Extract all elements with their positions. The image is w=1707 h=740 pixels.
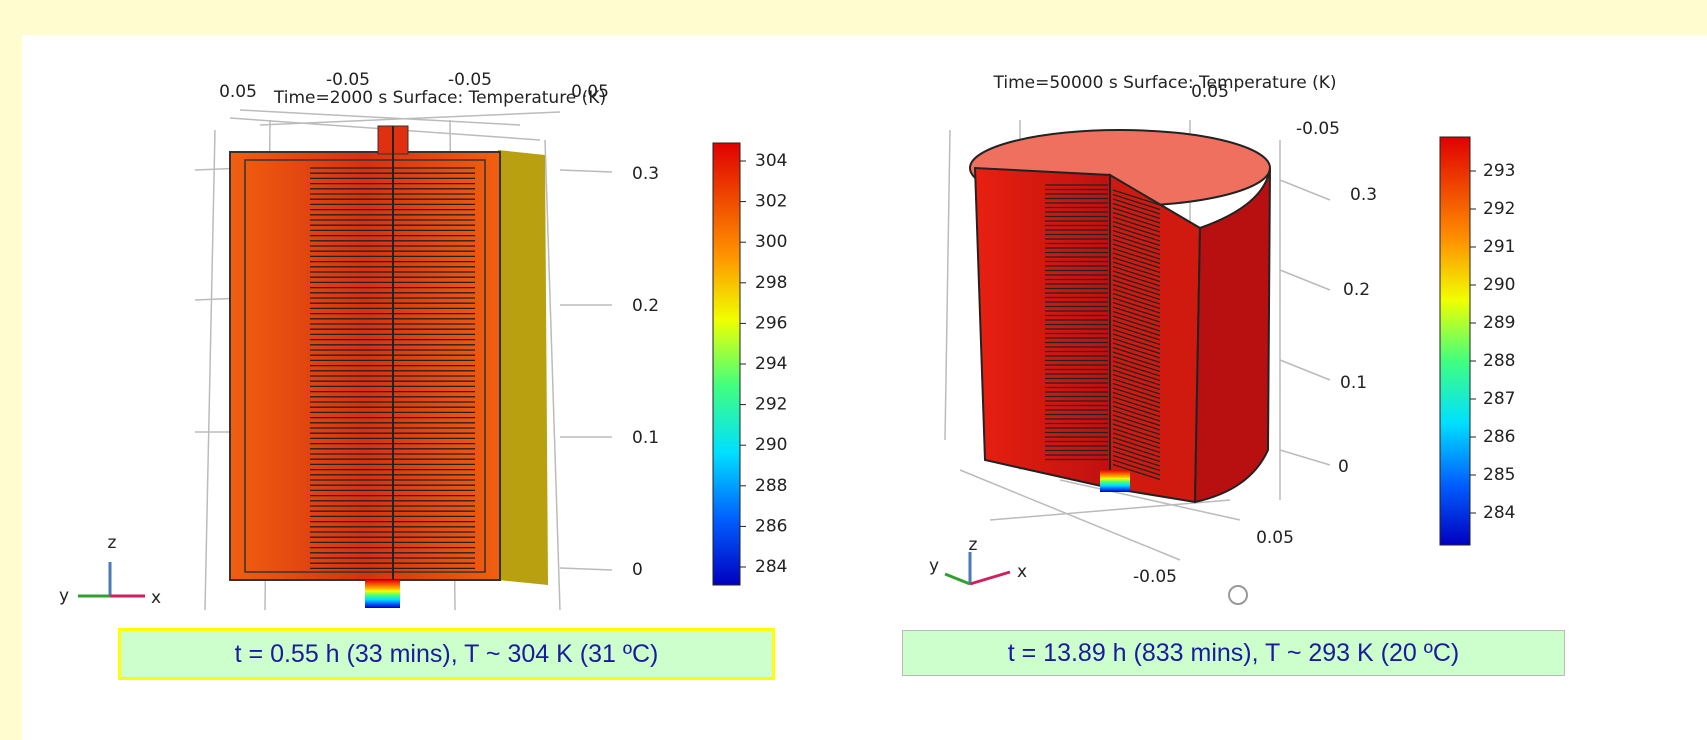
colorbar-label: 287 <box>1483 389 1515 409</box>
colorbar-label: 294 <box>755 354 787 374</box>
axis-label: 0.1 <box>1340 373 1367 393</box>
colorbar-label: 286 <box>1483 427 1515 447</box>
triad-label: x <box>151 588 161 608</box>
colorbar-label: 288 <box>755 476 787 496</box>
panel-title: Time=2000 s Surface: Temperature (K) <box>273 88 606 108</box>
triad-label: z <box>969 535 978 555</box>
left-model <box>230 126 548 608</box>
colorbar-label: 289 <box>1483 313 1515 333</box>
colorbar-label: 293 <box>1483 161 1515 181</box>
axis-label: -0.05 <box>1133 567 1177 587</box>
axis-label: 0.2 <box>1343 280 1370 300</box>
slide: Time=2000 s Surface: Temperature (K) 0.0… <box>0 0 1707 740</box>
colorbar-label: 284 <box>1483 503 1515 523</box>
axis-label: 0.3 <box>1350 185 1377 205</box>
axis-label: -0.05 <box>448 70 492 90</box>
colorbar-label: 296 <box>755 313 787 333</box>
colorbar-label: 286 <box>755 516 787 536</box>
colorbar-label: 288 <box>1483 351 1515 371</box>
colorbar-label: 284 <box>755 557 787 577</box>
axis-label: 0.05 <box>1191 82 1229 102</box>
colorbar-label: 290 <box>755 435 787 455</box>
panel-title: Time=50000 s Surface: Temperature (K) <box>993 73 1337 93</box>
right-model <box>970 130 1270 502</box>
axis-label: 0 <box>1338 457 1349 477</box>
axis-label: 0.05 <box>1256 528 1294 548</box>
axis-label: 0.05 <box>571 82 609 102</box>
colorbar-label: 302 <box>755 192 787 212</box>
caption[interactable]: t = 13.89 h (833 mins), T ~ 293 K (20 ºC… <box>902 630 1565 676</box>
colorbar-label: 292 <box>1483 199 1515 219</box>
triad-label: z <box>108 533 117 553</box>
colorbar-label: 291 <box>1483 237 1515 257</box>
axis-label: 0.1 <box>632 428 659 448</box>
colorbar <box>1440 137 1470 545</box>
axis-label: 0.2 <box>632 296 659 316</box>
colorbar-label: 304 <box>755 151 787 171</box>
colorbar-label: 298 <box>755 273 787 293</box>
axis-label: 0.05 <box>219 82 257 102</box>
colorbar-label: 300 <box>755 232 787 252</box>
triad-label: y <box>929 556 939 576</box>
triad-label: x <box>1017 562 1027 582</box>
colorbar-label: 290 <box>1483 275 1515 295</box>
colorbar-label: 285 <box>1483 465 1515 485</box>
caption: t = 0.55 h (33 mins), T ~ 304 K (31 ºC) <box>118 628 775 680</box>
triad-label: y <box>59 586 69 606</box>
axis-label: -0.05 <box>326 70 370 90</box>
colorbar-label: 292 <box>755 395 787 415</box>
axis-label: 0 <box>632 560 643 580</box>
axis-label: 0.3 <box>632 164 659 184</box>
colorbar <box>713 143 740 585</box>
axis-label: -0.05 <box>1296 119 1340 139</box>
